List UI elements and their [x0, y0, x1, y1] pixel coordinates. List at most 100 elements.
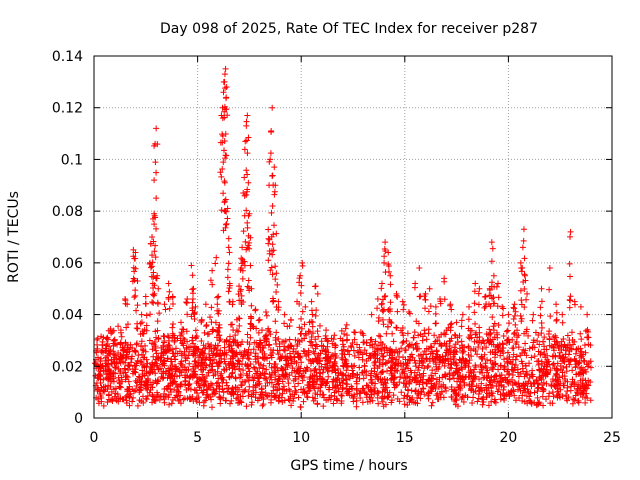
data-point [209, 352, 216, 359]
data-point [393, 324, 400, 331]
data-point [149, 391, 156, 398]
data-point [154, 393, 161, 400]
data-point [152, 254, 159, 261]
data-point [380, 353, 387, 360]
data-point [238, 301, 245, 308]
data-point [400, 380, 407, 387]
data-point [405, 387, 412, 394]
data-point [484, 374, 491, 381]
data-point [242, 138, 249, 145]
data-point [183, 328, 190, 335]
data-point [466, 382, 473, 389]
data-point [471, 300, 478, 307]
data-point [379, 388, 386, 395]
data-point [305, 384, 312, 391]
data-point [417, 331, 424, 338]
data-point [246, 341, 253, 348]
data-point [489, 314, 496, 321]
data-point [453, 319, 460, 326]
data-point [393, 346, 400, 353]
data-point [394, 294, 401, 301]
data-point [492, 399, 499, 406]
data-point [410, 334, 417, 341]
data-point [152, 370, 159, 377]
data-point [517, 287, 524, 294]
data-point [184, 372, 191, 379]
data-point [485, 402, 492, 409]
data-point [138, 338, 145, 345]
data-point [246, 239, 253, 246]
data-point [470, 394, 477, 401]
data-point [380, 321, 387, 328]
data-point [189, 299, 196, 306]
data-point [108, 330, 115, 337]
data-point [288, 402, 295, 409]
data-point [219, 115, 226, 122]
data-point [257, 339, 264, 346]
data-point [343, 367, 350, 374]
data-point [558, 338, 565, 345]
data-point [429, 399, 436, 406]
data-point [422, 296, 429, 303]
data-point [543, 380, 550, 387]
data-point [471, 366, 478, 373]
data-point [578, 336, 585, 343]
data-point [421, 327, 428, 334]
data-point [267, 346, 274, 353]
data-point [387, 364, 394, 371]
data-point [268, 209, 275, 216]
data-point [441, 372, 448, 379]
data-point [471, 288, 478, 295]
data-point [546, 286, 553, 293]
data-point [391, 384, 398, 391]
data-point [236, 283, 243, 290]
data-point [198, 317, 205, 324]
data-point [523, 328, 530, 335]
data-point [318, 342, 325, 349]
data-point [222, 85, 229, 92]
data-point [192, 327, 199, 334]
data-point [177, 332, 184, 339]
data-point [113, 397, 120, 404]
data-point [416, 265, 423, 272]
data-point [520, 387, 527, 394]
data-point [455, 383, 462, 390]
data-point [406, 341, 413, 348]
data-point [223, 379, 230, 386]
data-point [122, 339, 129, 346]
data-point [193, 387, 200, 394]
data-point [269, 241, 276, 248]
data-point [150, 341, 157, 348]
data-point [142, 382, 149, 389]
data-point [240, 228, 247, 235]
data-point [152, 275, 159, 282]
data-point [499, 341, 506, 348]
data-point [160, 339, 167, 346]
data-point [519, 397, 526, 404]
data-point [262, 333, 269, 340]
data-point [116, 356, 123, 363]
data-point [115, 366, 122, 373]
data-point [306, 338, 313, 345]
data-point [432, 338, 439, 345]
data-point [245, 355, 252, 362]
data-point [124, 301, 131, 308]
data-point [523, 393, 530, 400]
data-point [503, 328, 510, 335]
data-point [505, 311, 512, 318]
data-point [312, 355, 319, 362]
data-point [159, 375, 166, 382]
data-point [374, 375, 381, 382]
data-point [393, 292, 400, 299]
data-point [171, 378, 178, 385]
data-point [92, 360, 99, 367]
data-point [531, 399, 538, 406]
data-point [581, 342, 588, 349]
data-point [516, 383, 523, 390]
data-point [223, 208, 230, 215]
data-point [393, 325, 400, 332]
data-point [221, 138, 228, 145]
data-point [346, 375, 353, 382]
data-point [94, 335, 101, 342]
data-point [273, 230, 280, 237]
